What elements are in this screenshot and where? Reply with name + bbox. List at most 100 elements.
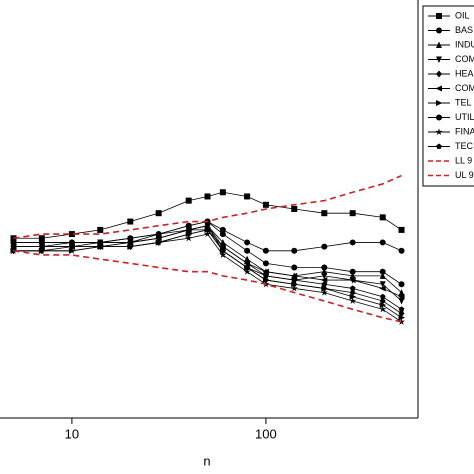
marker [349,210,356,217]
legend-marker [436,56,442,63]
marker [398,306,405,312]
marker [262,268,269,275]
marker [263,272,269,279]
marker [321,272,328,280]
legend-marker [436,100,443,106]
marker [398,281,405,288]
legend-marker [436,143,442,149]
marker [244,264,250,270]
marker [290,284,298,292]
marker [204,226,212,233]
marker [379,281,386,288]
marker [321,264,328,271]
marker [398,247,405,254]
marker [243,260,251,267]
legend-label: COM [455,83,474,93]
marker [291,247,298,254]
marker [379,305,387,313]
marker [291,277,298,283]
marker [185,222,192,229]
legend-marker [436,70,442,78]
legend-label: COM [455,54,474,64]
legend-box [422,5,474,187]
legend-label: BAS [455,25,473,35]
marker [321,243,328,250]
legend-marker [436,13,442,19]
marker [398,226,405,233]
marker [97,243,104,250]
marker [9,247,18,254]
marker [379,268,386,275]
marker [68,239,75,246]
marker [398,310,405,317]
legend-marker [436,41,442,48]
marker [349,297,357,305]
series-line [13,225,402,310]
marker [155,235,162,241]
marker [127,235,134,242]
legend-label: UL 9 [455,170,474,180]
legend-label: TEC [455,141,474,151]
band-line [13,174,402,240]
marker [219,226,226,233]
marker [244,239,251,246]
legend-label: OIL [455,10,470,20]
marker [349,277,356,284]
legend-marker [436,114,442,121]
x-tick-label: 10 [65,426,79,441]
marker [127,239,134,245]
marker [127,218,134,225]
marker [185,231,193,238]
marker [155,238,163,246]
marker [219,243,226,250]
legend-label: UTIL [455,112,474,122]
marker [38,243,45,250]
marker [379,214,386,221]
marker [398,289,405,296]
marker [291,264,298,271]
marker [290,272,298,279]
marker [126,242,134,250]
marker [291,281,298,288]
marker [38,239,45,246]
legend-label: HEA [455,68,474,78]
marker [220,247,226,254]
legend-label: TEL [455,97,472,107]
marker [262,260,269,267]
marker [219,189,226,196]
marker [262,201,269,208]
marker [185,234,193,242]
marker [155,231,162,238]
marker [69,243,75,250]
marker [379,239,386,246]
marker [262,277,270,284]
marker [38,235,45,242]
marker [379,285,386,292]
legend-label: LL 9 [455,155,472,165]
x-tick-label: 100 [255,426,277,441]
marker [204,222,211,229]
marker [97,239,104,246]
marker [244,193,251,200]
marker [243,267,251,275]
marker [68,231,75,238]
marker [398,314,406,321]
marker [68,247,76,254]
marker [321,281,328,287]
x-axis-label: n [203,453,210,468]
marker [379,297,386,305]
marker [219,231,226,238]
band-line [13,250,402,323]
marker [97,226,104,233]
marker [379,302,387,309]
legend-label: FINA [455,126,474,136]
marker [185,197,192,204]
marker [349,268,356,275]
marker [398,293,405,300]
legend-marker [435,128,443,136]
marker [379,272,386,279]
marker [155,210,162,217]
marker [398,297,405,305]
series-line [13,191,402,239]
series-line [13,233,402,323]
